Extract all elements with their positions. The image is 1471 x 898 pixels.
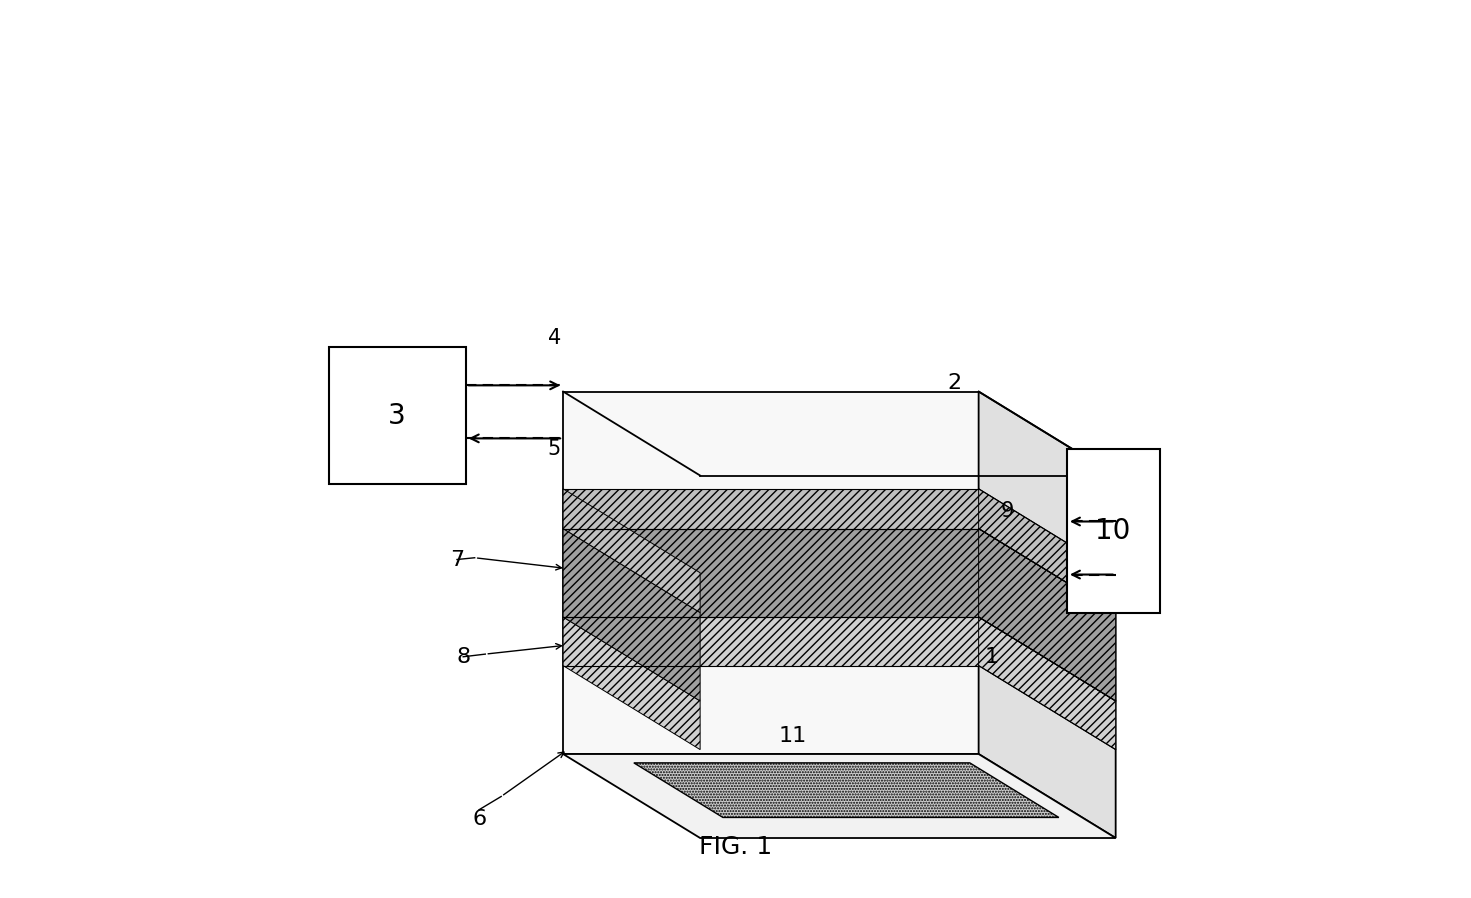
Polygon shape: [563, 529, 978, 617]
Text: 5: 5: [547, 439, 560, 459]
Polygon shape: [563, 489, 700, 612]
Polygon shape: [978, 529, 1115, 701]
Text: FIG. 1: FIG. 1: [699, 835, 772, 858]
Polygon shape: [563, 489, 978, 529]
Text: 10: 10: [1096, 517, 1131, 545]
Polygon shape: [978, 489, 1115, 612]
Polygon shape: [634, 763, 1059, 817]
Polygon shape: [978, 617, 1115, 750]
Text: 11: 11: [778, 726, 808, 746]
Polygon shape: [563, 617, 978, 665]
Polygon shape: [563, 754, 1115, 838]
Bar: [330, 348, 466, 484]
Polygon shape: [563, 392, 978, 754]
Bar: [1066, 449, 1159, 612]
Text: 7: 7: [450, 550, 463, 569]
Text: 6: 6: [472, 808, 487, 829]
Polygon shape: [978, 392, 1115, 838]
Polygon shape: [563, 529, 700, 701]
Text: 9: 9: [1000, 501, 1014, 521]
Polygon shape: [563, 617, 700, 750]
Text: 1: 1: [984, 647, 999, 667]
Text: 8: 8: [456, 647, 471, 667]
Text: 4: 4: [547, 329, 560, 348]
Text: 3: 3: [388, 402, 406, 430]
Text: 2: 2: [947, 373, 962, 392]
